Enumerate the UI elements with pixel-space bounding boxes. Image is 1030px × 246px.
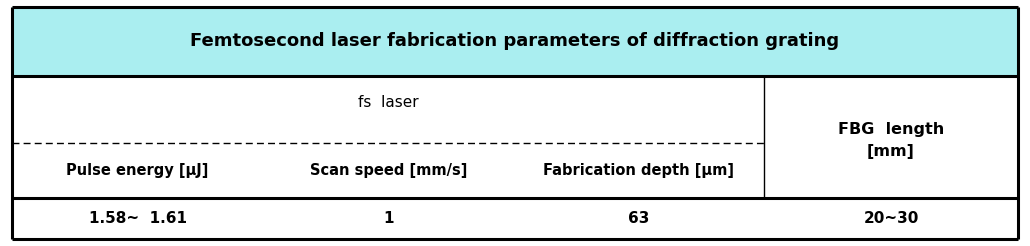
Text: Scan speed [mm/s]: Scan speed [mm/s] [310, 163, 467, 178]
Text: 20~30: 20~30 [863, 211, 919, 226]
Text: Fabrication depth [μm]: Fabrication depth [μm] [544, 163, 734, 178]
Text: fs  laser: fs laser [358, 95, 418, 110]
Text: 63: 63 [628, 211, 650, 226]
Bar [12, 7, 1018, 76]
Text: [mm]: [mm] [867, 144, 915, 159]
Text: Pulse energy [μJ]: Pulse energy [μJ] [67, 163, 209, 178]
Text: FBG  length: FBG length [837, 122, 945, 137]
Text: 1.58~  1.61: 1.58~ 1.61 [89, 211, 186, 226]
Text: Femtosecond laser fabrication parameters of diffraction grating: Femtosecond laser fabrication parameters… [191, 32, 839, 50]
Text: 1: 1 [383, 211, 393, 226]
